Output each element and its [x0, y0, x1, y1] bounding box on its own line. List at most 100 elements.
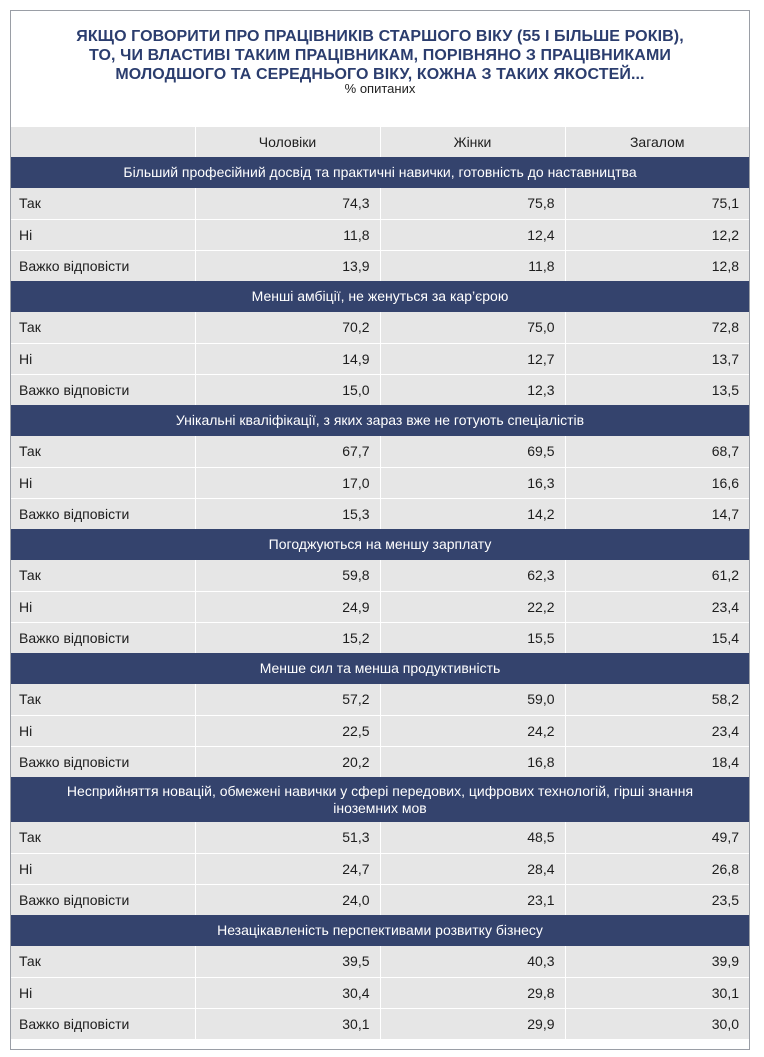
table-row: Важко відповісти 20,2 16,8 18,4 — [11, 745, 749, 777]
row-label: Важко відповісти — [11, 1007, 196, 1039]
row-label: Ні — [11, 852, 196, 884]
table-row: Ні 22,5 24,2 23,4 — [11, 714, 749, 746]
header-cell-total: Загалом — [565, 127, 749, 157]
section-heading: Більший професійний досвід та практичні … — [11, 157, 749, 188]
section-heading: Унікальні кваліфікації, з яких зараз вже… — [11, 405, 749, 436]
table-row: Важко відповісти 15,3 14,2 14,7 — [11, 497, 749, 529]
value-women: 22,2 — [380, 590, 566, 622]
row-label: Ні — [11, 218, 196, 250]
value-women: 16,8 — [380, 745, 566, 777]
value-women: 11,8 — [380, 249, 566, 281]
value-men: 30,1 — [195, 1007, 381, 1039]
value-men: 57,2 — [195, 684, 381, 715]
title-line: ТО, ЧИ ВЛАСТИВІ ТАКИМ ПРАЦІВНИКАМ, ПОРІВ… — [89, 47, 671, 64]
table-row: Так 70,2 75,0 72,8 — [11, 312, 749, 343]
row-label: Важко відповісти — [11, 373, 196, 405]
survey-table: Чоловіки Жінки Загалом Більший професійн… — [11, 127, 749, 1039]
row-label: Так — [11, 946, 196, 977]
table-row: Так 57,2 59,0 58,2 — [11, 684, 749, 715]
value-total: 14,7 — [565, 497, 749, 529]
value-women: 75,8 — [380, 188, 566, 219]
value-women: 62,3 — [380, 560, 566, 591]
value-total: 61,2 — [565, 560, 749, 591]
table-row: Ні 14,9 12,7 13,7 — [11, 342, 749, 374]
value-women: 16,3 — [380, 466, 566, 498]
value-women: 59,0 — [380, 684, 566, 715]
row-label: Так — [11, 312, 196, 343]
value-men: 15,2 — [195, 621, 381, 653]
table-row: Ні 17,0 16,3 16,6 — [11, 466, 749, 498]
section-heading: Погоджуються на меншу зарплату — [11, 529, 749, 560]
value-women: 14,2 — [380, 497, 566, 529]
row-label: Так — [11, 436, 196, 467]
row-label: Важко відповісти — [11, 249, 196, 281]
row-label: Важко відповісти — [11, 883, 196, 915]
value-total: 72,8 — [565, 312, 749, 343]
row-label: Так — [11, 188, 196, 219]
value-women: 12,4 — [380, 218, 566, 250]
table-row: Важко відповісти 24,0 23,1 23,5 — [11, 883, 749, 915]
value-men: 14,9 — [195, 342, 381, 374]
value-women: 29,9 — [380, 1007, 566, 1039]
value-total: 75,1 — [565, 188, 749, 219]
table-row: Так 59,8 62,3 61,2 — [11, 560, 749, 591]
section-header-row: Більший професійний досвід та практичні … — [11, 157, 749, 188]
table-row: Важко відповісти 15,0 12,3 13,5 — [11, 373, 749, 405]
value-total: 16,6 — [565, 466, 749, 498]
row-label: Так — [11, 822, 196, 853]
value-total: 13,7 — [565, 342, 749, 374]
table-row: Так 74,3 75,8 75,1 — [11, 188, 749, 219]
section-heading: Несприйняття новацій, обмежені навички у… — [11, 777, 749, 822]
row-label: Ні — [11, 714, 196, 746]
value-women: 69,5 — [380, 436, 566, 467]
table-row: Ні 30,4 29,8 30,1 — [11, 976, 749, 1008]
value-women: 75,0 — [380, 312, 566, 343]
value-total: 18,4 — [565, 745, 749, 777]
row-label: Важко відповісти — [11, 745, 196, 777]
section-header-row: Менші амбіції, не женуться за кар’єрою — [11, 281, 749, 312]
value-women: 28,4 — [380, 852, 566, 884]
table-row: Важко відповісти 30,1 29,9 30,0 — [11, 1007, 749, 1039]
header-cell-empty — [11, 127, 196, 157]
section-header-row: Погоджуються на меншу зарплату — [11, 529, 749, 560]
value-total: 39,9 — [565, 946, 749, 977]
section-header-row: Незацікавленість перспективами розвитку … — [11, 915, 749, 946]
value-men: 51,3 — [195, 822, 381, 853]
value-total: 13,5 — [565, 373, 749, 405]
row-label: Ні — [11, 342, 196, 374]
section-header-row: Унікальні кваліфікації, з яких зараз вже… — [11, 405, 749, 436]
title-line: МОЛОДШОГО ТА СЕРЕДНЬОГО ВІКУ, КОЖНА З ТА… — [115, 66, 645, 83]
row-label: Ні — [11, 590, 196, 622]
value-men: 11,8 — [195, 218, 381, 250]
table-row: Так 67,7 69,5 68,7 — [11, 436, 749, 467]
table-row: Важко відповісти 13,9 11,8 12,8 — [11, 249, 749, 281]
value-men: 20,2 — [195, 745, 381, 777]
value-women: 23,1 — [380, 883, 566, 915]
value-women: 29,8 — [380, 976, 566, 1008]
value-women: 12,7 — [380, 342, 566, 374]
table-subtitle: % опитаних — [344, 81, 416, 96]
value-women: 48,5 — [380, 822, 566, 853]
table-row: Ні 24,9 22,2 23,4 — [11, 590, 749, 622]
title-line: ЯКЩО ГОВОРИТИ ПРО ПРАЦІВНИКІВ СТАРШОГО В… — [76, 28, 684, 45]
table-row: Ні 11,8 12,4 12,2 — [11, 218, 749, 250]
value-total: 30,0 — [565, 1007, 749, 1039]
value-men: 22,5 — [195, 714, 381, 746]
value-women: 15,5 — [380, 621, 566, 653]
table-row: Важко відповісти 15,2 15,5 15,4 — [11, 621, 749, 653]
value-total: 68,7 — [565, 436, 749, 467]
table-row: Так 39,5 40,3 39,9 — [11, 946, 749, 977]
section-header-row: Несприйняття новацій, обмежені навички у… — [11, 777, 749, 822]
value-women: 24,2 — [380, 714, 566, 746]
header-cell-men: Чоловіки — [195, 127, 381, 157]
value-total: 26,8 — [565, 852, 749, 884]
value-men: 24,7 — [195, 852, 381, 884]
value-total: 12,8 — [565, 249, 749, 281]
value-women: 12,3 — [380, 373, 566, 405]
section-header-row: Менше сил та менша продуктивність — [11, 653, 749, 684]
value-men: 15,0 — [195, 373, 381, 405]
value-men: 30,4 — [195, 976, 381, 1008]
value-men: 67,7 — [195, 436, 381, 467]
value-men: 17,0 — [195, 466, 381, 498]
value-total: 58,2 — [565, 684, 749, 715]
